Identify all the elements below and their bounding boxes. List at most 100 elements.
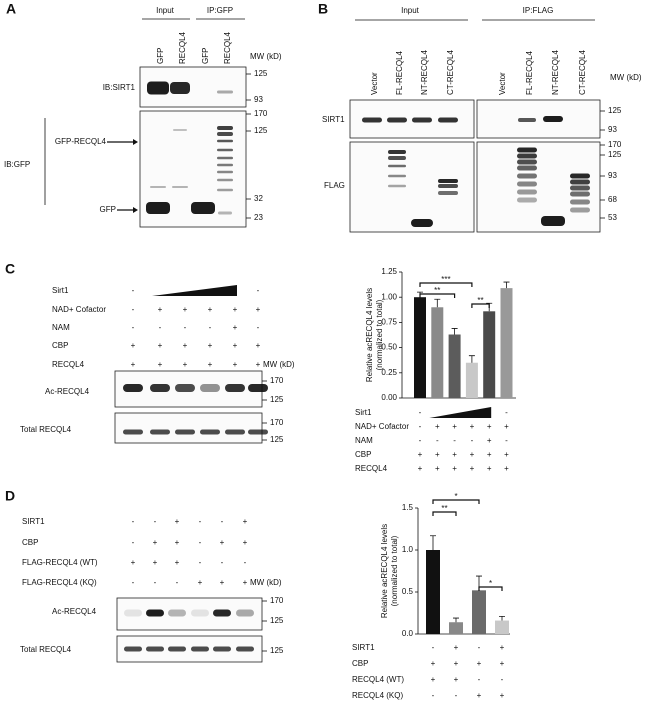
blot-band [388,150,406,154]
blot-band [517,173,537,179]
bar [500,288,513,398]
blot-band [412,117,432,123]
treatment-label: FLAG-RECQL4 (WT) [22,558,98,567]
arrow-head [133,207,138,213]
arrow-label: GFP-RECQL4 [55,137,107,146]
treatment-label: FLAG-RECQL4 (KQ) [22,578,97,587]
blot-band [217,90,233,94]
treatment-sign: + [183,341,188,350]
blot-band [175,384,195,392]
blot-band [570,199,590,205]
error-bar [434,298,441,308]
blot-band [200,384,220,392]
treatment-sign: + [470,450,475,459]
blot-band [213,609,231,617]
lane-label: Vector [498,72,507,95]
blot-band [217,178,233,182]
treatment-sign: - [132,517,135,526]
treatment-sign: - [505,408,508,417]
lane-label: Vector [370,72,379,95]
significance-label: *** [441,275,450,284]
group-label: IP:GFP [207,6,233,15]
mw-label: 93 [254,95,263,104]
error-bar [451,328,458,335]
treatment-sign: - [455,691,458,700]
treatment-sign: + [435,464,440,473]
treatment-sign: + [208,360,213,369]
bar [431,307,444,398]
treatment-sign: + [435,422,440,431]
treatment-label: NAM [355,436,373,445]
y-tick-label: 1.0 [402,545,414,554]
treatment-label: CBP [52,341,68,350]
blot-band [217,156,233,160]
treatment-sign: + [452,450,457,459]
treatment-sign: - [154,578,157,587]
blot-band [388,156,406,160]
blot-label: Total RECQL4 [20,425,72,434]
blot-band [387,117,407,123]
treatment-label: NAD+ Cofactor [52,305,106,314]
treatment-sign: - [132,286,135,295]
treatment-sign: - [257,286,260,295]
treatment-sign: - [199,517,202,526]
blot-band [517,147,537,153]
treatment-sign: + [504,450,509,459]
treatment-sign: + [175,538,180,547]
treatment-sign: + [487,464,492,473]
blot-band [518,118,536,122]
blot-band [213,646,231,652]
group-label: Input [401,6,420,15]
blot-band [217,170,233,174]
treatment-sign: + [208,341,213,350]
mw-label: 53 [608,213,617,222]
treatment-sign: - [184,323,187,332]
arrow-head [133,139,138,145]
treatment-sign: + [500,659,505,668]
blot-label: Ac-RECQL4 [45,387,90,396]
treatment-sign: + [487,422,492,431]
y-axis-label: Relative acRECQL4 levels [380,524,389,618]
row-label: IB:GFP [4,160,30,169]
mw-title: MW (kD) [610,73,642,82]
y-tick-label: 1.5 [402,503,414,512]
mw-label: 170 [254,109,268,118]
treatment-sign: + [220,578,225,587]
treatment-sign: - [209,323,212,332]
treatment-label: RECQL4 (WT) [352,675,404,684]
bar [414,297,426,398]
error-bar [430,535,436,550]
lane-label: FL-RECQL4 [395,50,404,95]
blot-band [124,609,142,617]
blot-band [517,153,537,159]
blot-band [168,646,186,652]
blot-band [172,186,188,188]
treatment-label: Sirt1 [355,408,372,417]
treatment-sign: + [454,659,459,668]
blot-band [191,646,209,652]
blot-band [200,429,220,435]
mw-label: 170 [270,376,284,385]
treatment-label: NAM [52,323,70,332]
blot-band [170,82,190,94]
panel-label: B [318,1,328,17]
mw-title: MW (kD) [263,360,295,369]
blot-band [438,191,458,195]
panel-label: D [5,488,15,504]
blot-band [388,164,406,168]
blot-band [362,117,382,123]
bar [448,334,461,398]
y-axis-label: (normalized to total) [375,299,384,370]
blot-frame [476,99,601,139]
treatment-sign: - [221,517,224,526]
y-axis-label: (normalized to total) [390,535,399,606]
treatment-sign: + [487,436,492,445]
blot-band [123,429,143,435]
error-bar [503,281,510,289]
treatment-label: CBP [355,450,371,459]
blot-band [175,429,195,435]
blot-band [225,429,245,435]
blot-band [388,174,406,178]
treatment-sign: + [431,675,436,684]
blot-band [438,117,458,123]
